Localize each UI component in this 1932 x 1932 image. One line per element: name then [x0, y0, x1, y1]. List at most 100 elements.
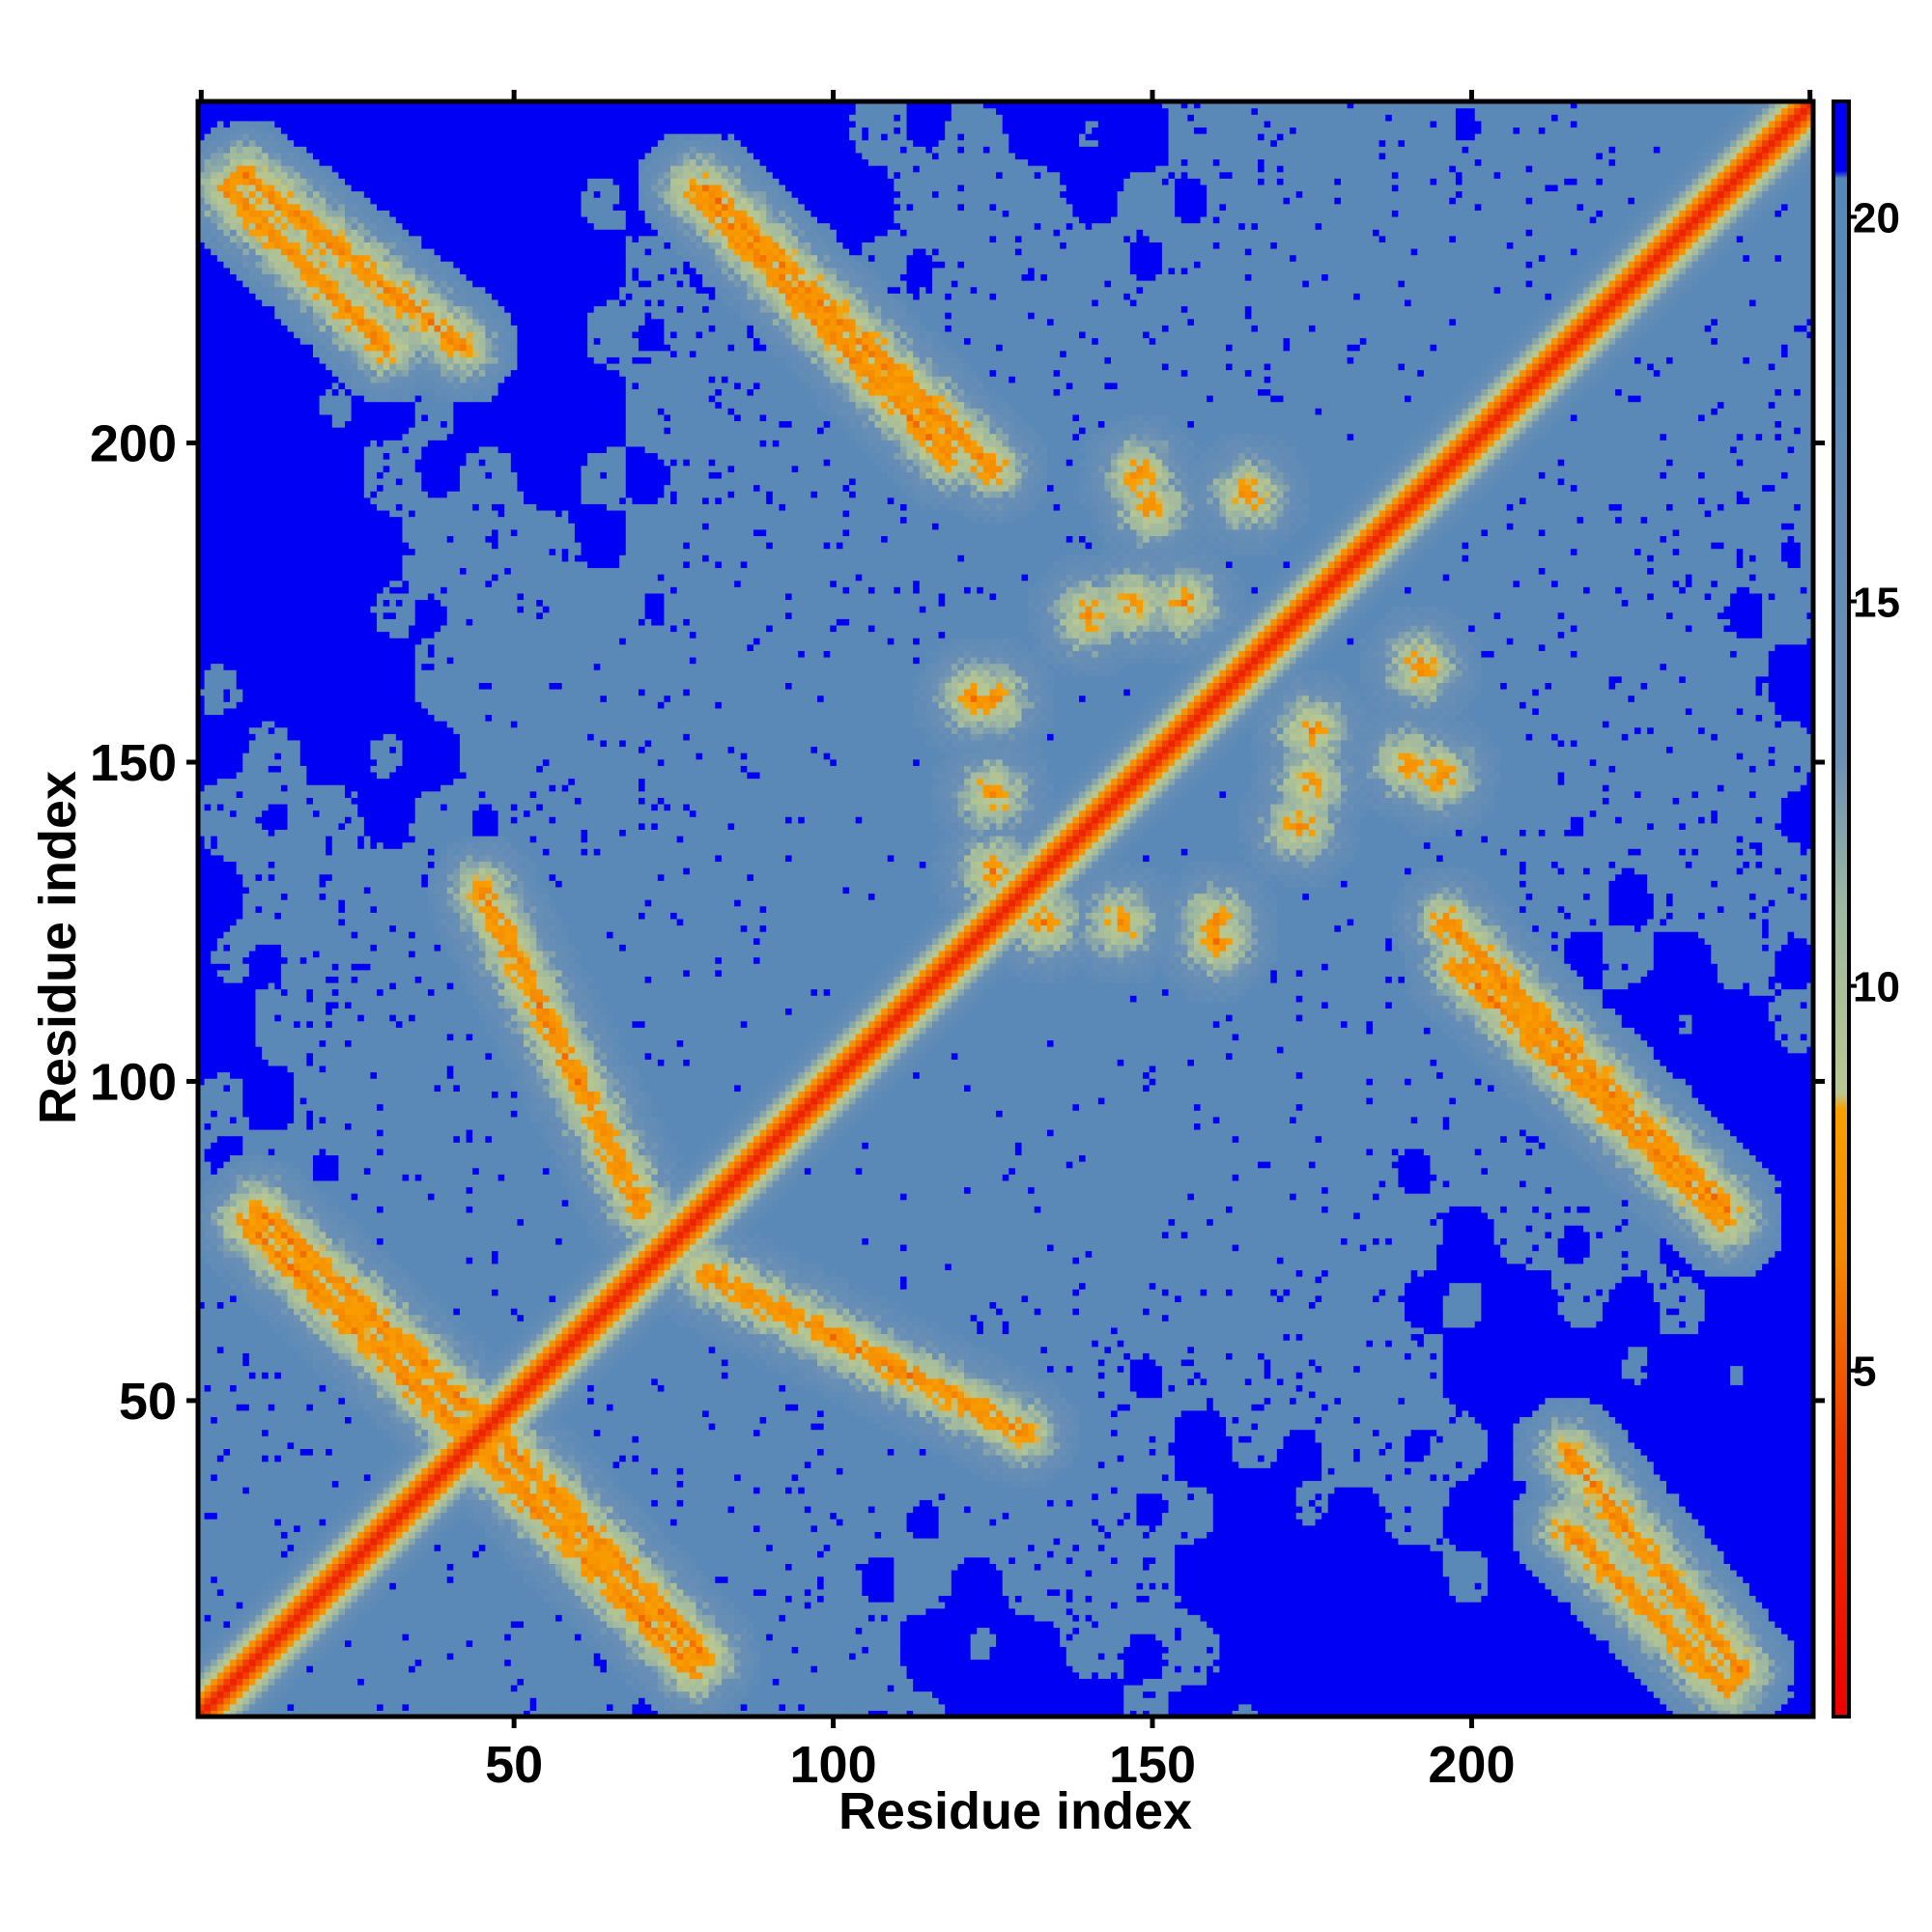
heatmap-cell	[230, 1091, 237, 1097]
heatmap-cell	[249, 746, 256, 753]
heatmap-cell	[262, 919, 269, 925]
heatmap-cell	[262, 1149, 269, 1155]
heatmap-cell	[255, 1595, 262, 1602]
heatmap-cell	[274, 204, 281, 211]
heatmap-cell	[230, 581, 237, 587]
heatmap-cell	[223, 919, 230, 925]
heatmap-cell	[269, 1129, 275, 1136]
heatmap-cell	[255, 714, 262, 721]
heatmap-cell	[255, 1608, 262, 1615]
heatmap-cell	[211, 1487, 217, 1493]
heatmap-cell	[255, 1174, 262, 1180]
heatmap-cell	[274, 1435, 281, 1442]
heatmap-cell	[249, 280, 256, 287]
heatmap-cell	[242, 1251, 249, 1258]
heatmap-cell	[269, 1595, 275, 1602]
heatmap-cell	[242, 1154, 249, 1161]
heatmap-cell	[217, 1423, 224, 1430]
heatmap-cell	[274, 1078, 281, 1085]
heatmap-cell	[274, 197, 281, 204]
heatmap-cell	[217, 293, 224, 299]
heatmap-cell	[223, 970, 230, 977]
heatmap-cell	[217, 146, 224, 153]
heatmap-cell	[262, 586, 269, 593]
heatmap-cell	[230, 1474, 237, 1481]
heatmap-cell	[242, 708, 249, 715]
heatmap-cell	[230, 1008, 237, 1014]
heatmap-cell	[205, 1021, 212, 1028]
heatmap-cell	[249, 899, 256, 906]
heatmap-cell	[205, 1525, 212, 1532]
heatmap-cell	[237, 944, 243, 951]
heatmap-cell	[211, 395, 217, 402]
heatmap-cell	[242, 829, 249, 836]
heatmap-cell	[211, 944, 217, 951]
heatmap-cell	[217, 816, 224, 823]
heatmap-cell	[242, 1506, 249, 1513]
heatmap-cell	[230, 1186, 237, 1193]
heatmap-cell	[262, 581, 269, 587]
heatmap-cell	[255, 816, 262, 823]
heatmap-cell	[274, 510, 281, 517]
heatmap-cell	[262, 1308, 269, 1315]
heatmap-cell	[205, 1621, 212, 1628]
heatmap-cell	[249, 995, 256, 1002]
heatmap-cell	[223, 1614, 230, 1621]
heatmap-cell	[211, 1206, 217, 1212]
heatmap-cell	[230, 1027, 237, 1034]
heatmap-cell	[230, 1697, 237, 1704]
heatmap-cell	[269, 982, 275, 989]
heatmap-cell	[205, 517, 212, 524]
heatmap-cell	[249, 1435, 256, 1442]
heatmap-cell	[269, 127, 275, 133]
heatmap-cell	[274, 1295, 281, 1302]
heatmap-cell	[237, 701, 243, 708]
heatmap-cell	[262, 1557, 269, 1564]
heatmap-cell	[211, 650, 217, 657]
heatmap-cell	[237, 1149, 243, 1155]
heatmap-cell	[249, 478, 256, 485]
heatmap-cell	[217, 1602, 224, 1608]
heatmap-cell	[242, 963, 249, 970]
heatmap-cell	[274, 549, 281, 555]
heatmap-cell	[205, 261, 212, 268]
heatmap-cell	[237, 586, 243, 593]
heatmap-cell	[237, 1117, 243, 1123]
heatmap-cell	[211, 1225, 217, 1232]
heatmap-cell	[249, 1538, 256, 1545]
heatmap-cell	[269, 420, 275, 427]
heatmap-cell	[223, 1550, 230, 1557]
heatmap-cell	[274, 1665, 281, 1672]
heatmap-cell	[262, 351, 269, 357]
heatmap-cell	[249, 1129, 256, 1136]
heatmap-cell	[217, 280, 224, 287]
heatmap-cell	[211, 1550, 217, 1557]
heatmap-cell	[269, 606, 275, 612]
heatmap-cell	[255, 836, 262, 842]
heatmap-cell	[205, 248, 212, 255]
heatmap-cell	[211, 1435, 217, 1442]
heatmap-cell	[262, 791, 269, 798]
heatmap-cell	[249, 305, 256, 312]
heatmap-cell	[211, 951, 217, 957]
heatmap-cell	[237, 1008, 243, 1014]
heatmap-cell	[269, 1065, 275, 1072]
heatmap-cell	[274, 287, 281, 294]
heatmap-cell	[262, 561, 269, 568]
heatmap-cell	[242, 216, 249, 223]
heatmap-cell	[237, 535, 243, 542]
heatmap-cell	[249, 1513, 256, 1520]
heatmap-cell	[211, 1621, 217, 1628]
heatmap-cell	[255, 574, 262, 581]
heatmap-cell	[217, 1237, 224, 1244]
heatmap-cell	[217, 1352, 224, 1359]
heatmap-cell	[217, 1359, 224, 1366]
heatmap-cell	[237, 1685, 243, 1691]
heatmap-cell	[211, 714, 217, 721]
heatmap-cell	[262, 1366, 269, 1373]
heatmap-cell	[237, 995, 243, 1002]
heatmap-cell	[274, 664, 281, 670]
heatmap-cell	[274, 740, 281, 747]
heatmap-cell	[249, 606, 256, 612]
heatmap-cell	[249, 140, 256, 147]
